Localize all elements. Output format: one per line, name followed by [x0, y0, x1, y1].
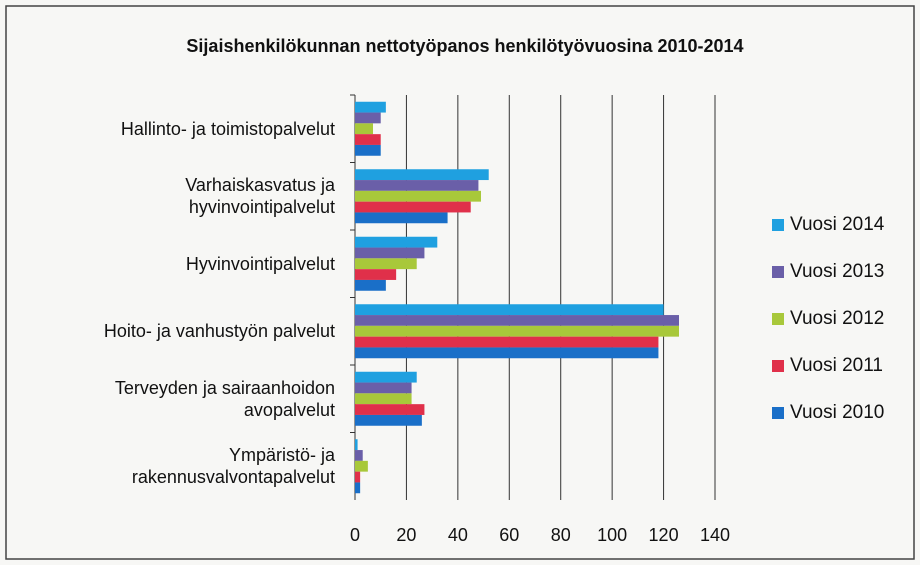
- bar: [355, 450, 363, 461]
- bar: [355, 180, 479, 191]
- legend-label: Vuosi 2014: [790, 214, 885, 235]
- y-tick-label: Hallinto- ja toimistopalvelut: [120, 118, 335, 139]
- bar: [355, 325, 679, 337]
- bar: [355, 134, 381, 145]
- legend-swatch: [772, 360, 784, 372]
- bar: [355, 258, 417, 270]
- bar: [355, 269, 397, 280]
- legend-label: Vuosi 2012: [790, 308, 884, 329]
- y-tick-label: Ympäristö- ja rakennusvalvontapalvelut: [131, 445, 335, 488]
- bar: [355, 371, 417, 383]
- bar: [355, 247, 425, 259]
- bar: [355, 439, 358, 451]
- x-tick-label: 100: [597, 525, 627, 545]
- bar: [355, 482, 361, 494]
- y-tick-label: Varhaiskasvatus ja hyvinvointipalvelut: [185, 175, 335, 218]
- x-tick-label: 40: [448, 525, 468, 545]
- legend-label: Vuosi 2013: [790, 261, 884, 282]
- bar: [355, 471, 361, 483]
- y-tick-label: Hoito- ja vanhustyön palvelut: [103, 321, 335, 342]
- bar: [355, 347, 659, 359]
- bar: [355, 190, 481, 202]
- y-tick-label: Terveyden ja sairaanhoidon avopalvelut: [114, 377, 335, 420]
- x-tick-label: 60: [499, 525, 519, 545]
- bar: [355, 393, 412, 405]
- legend-swatch: [772, 407, 784, 419]
- bar: [355, 336, 659, 348]
- y-tick-label: Hyvinvointipalvelut: [185, 253, 335, 274]
- bar: [355, 101, 386, 113]
- chart-title: Sijaishenkilökunnan nettotyöpanos henkil…: [186, 36, 743, 56]
- bar: [355, 460, 368, 472]
- x-tick-label: 140: [700, 525, 730, 545]
- bar: [355, 382, 412, 394]
- bar: [355, 123, 373, 135]
- bar: [355, 201, 471, 213]
- bar: [355, 212, 448, 224]
- x-tick-label: 80: [551, 525, 571, 545]
- bar: [355, 279, 386, 291]
- legend-label: Vuosi 2011: [790, 355, 883, 376]
- legend-label: Vuosi 2010: [790, 402, 884, 423]
- bar: [355, 404, 425, 415]
- x-tick-label: 0: [350, 525, 360, 545]
- bar: [355, 414, 422, 426]
- legend-swatch: [772, 313, 784, 325]
- bar: [355, 144, 381, 156]
- x-tick-label: 120: [649, 525, 679, 545]
- bar: [355, 112, 381, 124]
- bar: [355, 315, 679, 326]
- bar: [355, 236, 438, 248]
- legend-swatch: [772, 219, 784, 231]
- legend-swatch: [772, 266, 784, 278]
- bar: [355, 169, 489, 181]
- x-tick-label: 20: [396, 525, 416, 545]
- bar: [355, 304, 664, 316]
- frame: [5, 5, 915, 560]
